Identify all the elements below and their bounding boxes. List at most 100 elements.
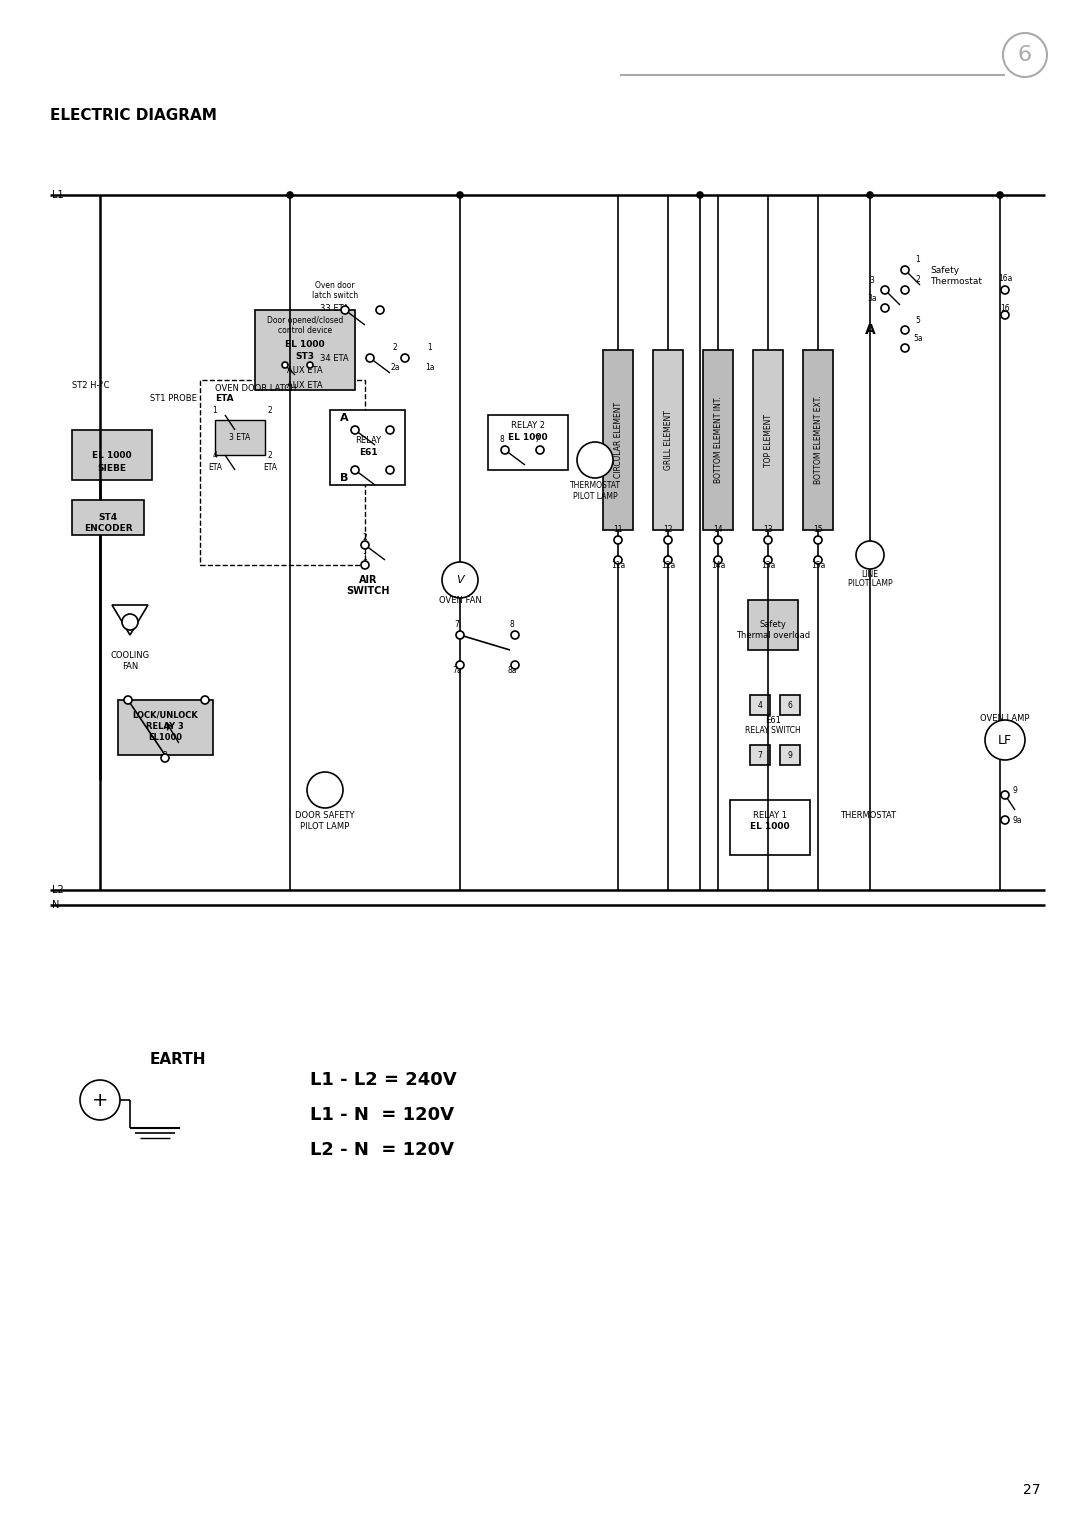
Text: RELAY 1: RELAY 1 xyxy=(753,810,787,819)
Circle shape xyxy=(456,631,464,639)
Text: 9a: 9a xyxy=(1012,816,1022,825)
Circle shape xyxy=(1001,816,1009,824)
Bar xyxy=(750,695,770,715)
Text: ETA: ETA xyxy=(264,463,276,472)
Text: PILOT LAMP: PILOT LAMP xyxy=(300,822,350,831)
Text: 7a: 7a xyxy=(453,666,462,675)
Text: 1: 1 xyxy=(363,553,367,562)
Text: 3a: 3a xyxy=(867,293,877,303)
Circle shape xyxy=(856,541,885,568)
Text: EL 1000: EL 1000 xyxy=(751,822,789,831)
Circle shape xyxy=(714,556,723,564)
Text: FAN: FAN xyxy=(122,662,138,671)
Circle shape xyxy=(536,446,544,454)
Bar xyxy=(753,350,783,530)
Text: 2a: 2a xyxy=(390,364,400,371)
Text: 9: 9 xyxy=(1012,785,1017,795)
Circle shape xyxy=(511,662,519,669)
Text: L1 - L2 = 240V: L1 - L2 = 240V xyxy=(310,1071,457,1089)
Circle shape xyxy=(124,695,132,704)
Text: 3 ETA: 3 ETA xyxy=(229,432,251,442)
Circle shape xyxy=(814,556,822,564)
Text: GRILL ELEMENT: GRILL ELEMENT xyxy=(663,410,673,471)
Text: EL1000: EL1000 xyxy=(148,732,183,741)
Text: Thermal overload: Thermal overload xyxy=(735,631,810,640)
Circle shape xyxy=(1001,312,1009,319)
Text: 1: 1 xyxy=(916,255,920,264)
Text: 14a: 14a xyxy=(711,561,725,570)
Circle shape xyxy=(1001,286,1009,293)
Text: 5: 5 xyxy=(916,316,920,325)
Text: 9: 9 xyxy=(787,750,793,759)
Text: RELAY: RELAY xyxy=(355,435,381,445)
Text: EL 1000: EL 1000 xyxy=(509,432,548,442)
Text: RELAY SWITCH: RELAY SWITCH xyxy=(745,726,801,735)
Text: 2: 2 xyxy=(393,342,397,351)
Circle shape xyxy=(901,266,909,274)
Text: LINE: LINE xyxy=(862,570,878,579)
Text: AUX ETA: AUX ETA xyxy=(287,365,323,374)
Circle shape xyxy=(901,325,909,335)
Text: ST3: ST3 xyxy=(296,351,314,361)
Circle shape xyxy=(442,562,478,597)
Circle shape xyxy=(577,442,613,478)
Text: BOTTOM ELEMENT INT.: BOTTOM ELEMENT INT. xyxy=(714,397,723,483)
Text: LF: LF xyxy=(998,733,1012,747)
Text: 3: 3 xyxy=(163,750,167,759)
Circle shape xyxy=(386,426,394,434)
Text: Oven door: Oven door xyxy=(315,281,355,289)
Bar xyxy=(780,695,800,715)
Bar xyxy=(200,380,365,565)
Text: RELAY 2: RELAY 2 xyxy=(511,420,545,429)
Text: N: N xyxy=(52,900,59,911)
Circle shape xyxy=(341,306,349,313)
Text: 4: 4 xyxy=(757,700,762,709)
Circle shape xyxy=(161,753,168,762)
Text: L1: L1 xyxy=(52,189,64,200)
Text: 4: 4 xyxy=(213,451,217,460)
Bar xyxy=(730,801,810,856)
Text: PILOT LAMP: PILOT LAMP xyxy=(848,579,892,587)
Text: TOP ELEMENT: TOP ELEMENT xyxy=(764,414,772,466)
Text: 7: 7 xyxy=(455,620,459,630)
Text: 16a: 16a xyxy=(998,274,1012,283)
Circle shape xyxy=(814,536,822,544)
Text: 11a: 11a xyxy=(611,561,625,570)
Circle shape xyxy=(287,193,293,199)
Circle shape xyxy=(122,614,138,630)
Text: L1 - N  = 120V: L1 - N = 120V xyxy=(310,1106,454,1125)
Circle shape xyxy=(457,193,463,199)
Circle shape xyxy=(307,362,313,368)
Circle shape xyxy=(985,720,1025,759)
Circle shape xyxy=(361,561,369,568)
Text: Thermostat: Thermostat xyxy=(930,277,982,286)
Text: control device: control device xyxy=(278,325,332,335)
Text: 7: 7 xyxy=(535,435,539,445)
Bar xyxy=(255,310,355,390)
Circle shape xyxy=(201,695,210,704)
Text: ST4: ST4 xyxy=(98,512,118,521)
Text: ST2 H-°C: ST2 H-°C xyxy=(72,380,109,390)
Text: DOOR SAFETY: DOOR SAFETY xyxy=(295,810,354,819)
Text: 27: 27 xyxy=(1023,1484,1040,1497)
Circle shape xyxy=(697,193,703,199)
Bar xyxy=(703,350,733,530)
Text: latch switch: latch switch xyxy=(312,290,359,299)
Text: L2: L2 xyxy=(52,885,64,895)
Circle shape xyxy=(997,193,1003,199)
Text: 11: 11 xyxy=(613,526,623,533)
Text: 6: 6 xyxy=(787,700,793,709)
Circle shape xyxy=(764,536,772,544)
Text: ELECTRIC DIAGRAM: ELECTRIC DIAGRAM xyxy=(50,107,217,122)
Bar xyxy=(603,350,633,530)
Text: OVEN DOOR LATCH: OVEN DOOR LATCH xyxy=(215,384,297,393)
Text: 34 ETA: 34 ETA xyxy=(320,353,349,362)
Circle shape xyxy=(1003,34,1047,76)
Circle shape xyxy=(282,362,288,368)
Text: 4: 4 xyxy=(125,695,131,704)
Text: Safety: Safety xyxy=(759,619,786,628)
Bar xyxy=(488,416,568,471)
Text: A: A xyxy=(340,413,349,423)
Text: 5: 5 xyxy=(203,695,207,704)
Circle shape xyxy=(456,662,464,669)
